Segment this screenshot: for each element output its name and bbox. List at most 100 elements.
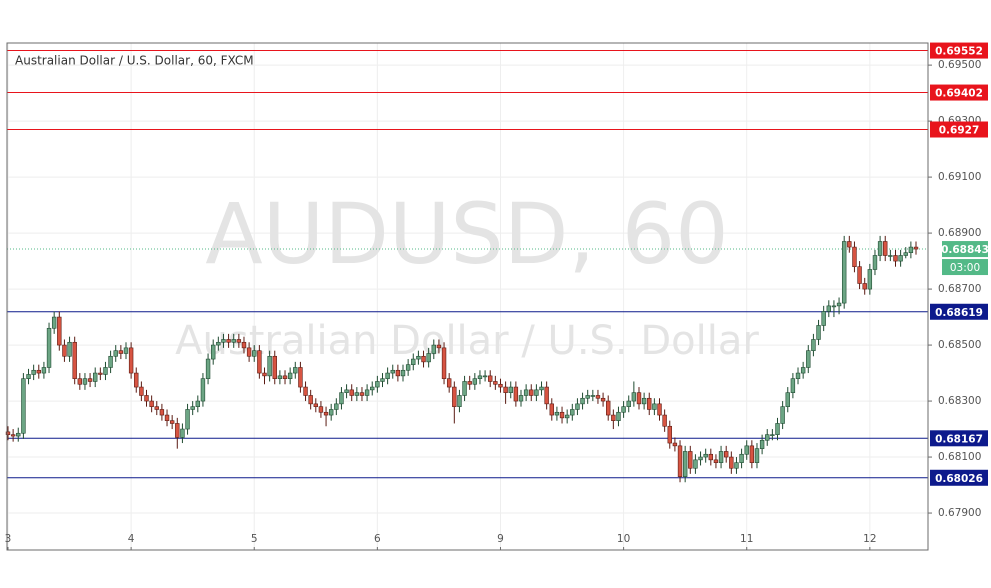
candle-body (282, 375, 288, 379)
candle-body (493, 381, 498, 385)
candle-body (395, 369, 401, 377)
candle-body (57, 316, 62, 346)
candle-body (41, 367, 47, 374)
candle-body (790, 378, 796, 393)
candle-body (313, 403, 318, 407)
candle-body (426, 353, 431, 363)
y-tick-label: 0.68700 (938, 283, 981, 295)
candle-body (364, 389, 370, 396)
level-label: 0.69402 (935, 88, 983, 100)
candle-body (293, 367, 298, 374)
candle-body (108, 355, 113, 368)
candle-body (190, 406, 195, 410)
plot-frame (6, 42, 929, 551)
candle-body (113, 350, 118, 357)
candle-body (713, 459, 719, 463)
candle-body (154, 406, 159, 410)
chart-title: Australian Dollar / U.S. Dollar, 60, FXC… (15, 54, 254, 68)
candle-body (488, 375, 493, 382)
candle-body (10, 434, 16, 437)
candle-body (503, 386, 508, 393)
x-tick-label: 10 (617, 533, 630, 545)
candle-body (180, 428, 185, 438)
last-price-label: 0.68843 (941, 244, 989, 256)
candle-body (236, 339, 242, 343)
candle-body (857, 266, 862, 284)
candle-body (216, 341, 221, 346)
candle-body (780, 406, 785, 424)
candle-body (554, 411, 560, 416)
candle-body (267, 355, 272, 377)
candle-body (457, 395, 462, 407)
grid-layer (7, 43, 928, 550)
y-tick-label: 0.68500 (938, 339, 981, 351)
candle-body (159, 409, 165, 416)
candle-body (770, 434, 775, 436)
candle-body (175, 423, 180, 438)
candle-body (231, 339, 236, 343)
candle-body (534, 389, 539, 396)
candle-body (164, 414, 170, 421)
candle-body (252, 350, 257, 357)
candle-body (595, 395, 601, 399)
countdown-bg (942, 259, 988, 276)
candle-body (421, 355, 426, 363)
candle-body (513, 386, 519, 402)
candle-body (523, 389, 529, 396)
candle-body (436, 344, 442, 349)
candle-body (123, 347, 129, 354)
candle-body (852, 246, 857, 267)
candle-body (334, 403, 339, 410)
candle-body (185, 409, 190, 430)
levels-layer (7, 50, 928, 479)
candle-body (354, 392, 360, 396)
candle-body (221, 339, 226, 343)
candle-body (723, 451, 729, 458)
level-label: 0.68619 (935, 307, 983, 319)
candle-body (349, 389, 354, 396)
candle-body (359, 392, 365, 396)
candle-body (862, 283, 867, 290)
candle-body (205, 358, 211, 379)
candle-body (287, 372, 293, 379)
candle-body (416, 355, 421, 360)
candle-body (262, 372, 267, 377)
candle-body (744, 445, 749, 455)
x-tick-label: 4 (128, 533, 135, 545)
candle-body (908, 246, 914, 253)
candle-body (93, 372, 98, 382)
candle-body (749, 445, 755, 463)
candle-body (600, 397, 606, 402)
candle-body (226, 339, 231, 343)
candle-body (328, 409, 334, 416)
candle-body (26, 374, 31, 379)
candle-body (657, 403, 662, 416)
candle-body (482, 375, 488, 378)
candle-body (575, 403, 580, 410)
candle-body (590, 395, 596, 397)
watermark: AUDUSD, 60 (205, 185, 728, 283)
candle-body (549, 403, 554, 416)
candle-body (462, 381, 467, 396)
candle-body (149, 400, 154, 407)
candle-body (308, 395, 313, 405)
candle-body (405, 364, 411, 371)
candle-body (67, 341, 72, 357)
candle-body (739, 453, 744, 463)
candle-body (36, 369, 41, 374)
candle-body (472, 378, 478, 385)
candle-body (46, 327, 52, 368)
candle-body (390, 369, 395, 374)
candle-body (641, 397, 647, 405)
candle-body (811, 339, 816, 351)
level-label-bg (930, 303, 988, 320)
candle-body (913, 246, 919, 250)
candle-body (380, 378, 385, 382)
candle-body (821, 311, 826, 326)
candle-body (339, 392, 344, 405)
candle-body (323, 411, 329, 416)
candle-body (375, 381, 380, 388)
candle-body (257, 350, 262, 374)
candle-body (667, 425, 672, 444)
